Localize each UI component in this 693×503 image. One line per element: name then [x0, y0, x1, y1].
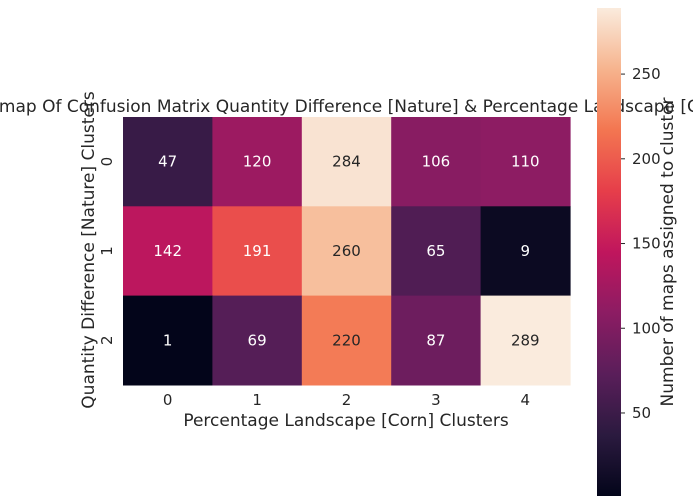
- cell-value-label: 9: [521, 242, 531, 260]
- colorbar-tick-label: 50: [632, 404, 651, 422]
- colorbar-tick-label: 100: [632, 319, 661, 337]
- heatmap-cells: 47 120 284 106 110 142 191 260 65 9 1 69 220 87 289: [123, 117, 571, 386]
- heatmap-cell: [480, 206, 571, 297]
- x-tick-label: 4: [521, 391, 531, 409]
- cell-value-label: 87: [426, 331, 445, 349]
- cell-value-label: 69: [248, 331, 267, 349]
- heatmap-cell: [391, 295, 482, 386]
- heatmap-cell: [212, 117, 303, 207]
- y-tick-label: 1: [98, 246, 116, 256]
- x-axis-label: Percentage Landscape [Corn] Clusters: [183, 411, 509, 431]
- heatmap-cell: [301, 295, 392, 386]
- x-tick-label: 0: [163, 391, 173, 409]
- x-tick-label: 1: [252, 391, 262, 409]
- cell-value-label: 142: [153, 242, 182, 260]
- colorbar-tick-label: 150: [632, 235, 661, 253]
- x-tick-label: 3: [431, 391, 441, 409]
- cell-value-label: 106: [422, 153, 451, 171]
- cell-value-label: 1: [163, 331, 173, 349]
- y-axis-label: Quantity Difference [Nature] Clusters: [79, 91, 99, 409]
- heatmap-cell: [391, 117, 482, 207]
- heatmap-cell: [480, 117, 571, 207]
- colorbar: [597, 8, 621, 496]
- cell-value-label: 191: [243, 242, 272, 260]
- cell-value-label: 120: [243, 153, 272, 171]
- colorbar-tick-label: 200: [632, 150, 661, 168]
- heatmap-cell: [480, 295, 571, 386]
- colorbar-label: Number of maps assigned to cluster: [658, 98, 678, 407]
- cell-value-label: 65: [426, 242, 445, 260]
- cell-value-label: 220: [332, 331, 361, 349]
- heatmap-cell: [212, 295, 303, 386]
- x-tick-label: 2: [342, 391, 352, 409]
- colorbar-ticks: 50 100 150 200 250: [621, 65, 661, 422]
- cell-value-label: 47: [158, 153, 177, 171]
- cell-value-label: 289: [511, 331, 540, 349]
- y-tick-label: 2: [98, 335, 116, 345]
- x-tick-labels: 0 1 2 3 4: [163, 391, 530, 409]
- heatmap-cell: [123, 117, 213, 207]
- heatmap-cell: [301, 206, 392, 297]
- heatmap-cell: [301, 117, 392, 207]
- y-tick-labels: 0 1 2: [98, 157, 116, 345]
- heatmap-cell: [212, 206, 303, 297]
- heatmap-cell: [123, 206, 213, 297]
- chart-title: Heatmap Of Confusion Matrix Quantity Dif…: [0, 97, 693, 117]
- cell-value-label: 284: [332, 153, 361, 171]
- heatmap-cell: [391, 206, 482, 297]
- colorbar-tick-label: 250: [632, 65, 661, 83]
- y-tick-label: 0: [98, 157, 116, 167]
- heatmap-cell: [123, 295, 213, 386]
- cell-value-label: 260: [332, 242, 361, 260]
- cell-value-label: 110: [511, 153, 540, 171]
